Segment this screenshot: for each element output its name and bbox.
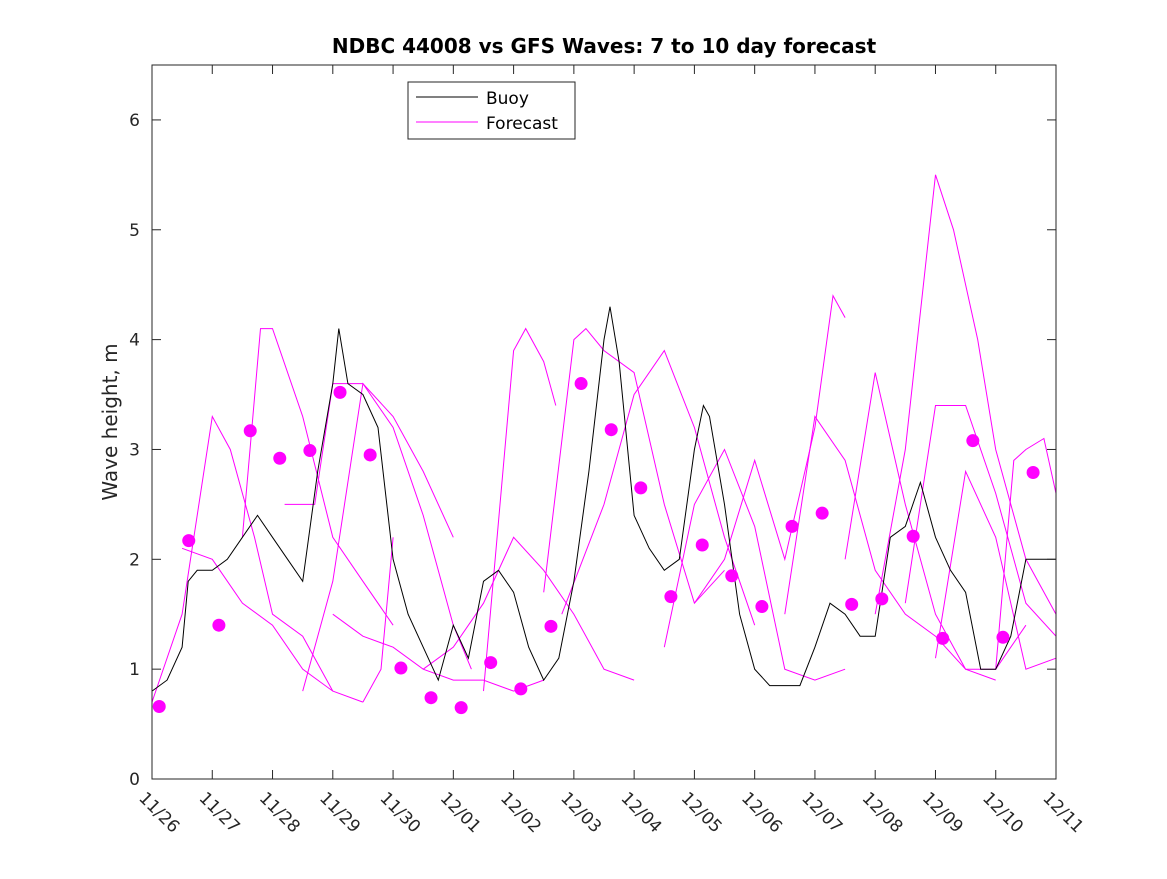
forecast-line-13 — [784, 415, 996, 681]
x-tick-label: 11/29 — [315, 788, 364, 837]
forecast-line-9 — [543, 327, 725, 605]
x-tick-label: 11/28 — [255, 788, 304, 837]
legend-buoy-label: Buoy — [486, 89, 529, 109]
forecast-point-9 — [424, 691, 438, 705]
forecast-point-16 — [634, 481, 648, 495]
forecast-line-12 — [693, 294, 846, 604]
axes-box — [151, 64, 1057, 780]
forecast-point-5 — [303, 444, 317, 458]
y-tick-label: 0 — [129, 770, 140, 790]
forecast-point-10 — [454, 701, 468, 715]
forecast-line-10 — [561, 349, 756, 626]
forecast-line-16 — [904, 405, 1057, 637]
forecast-point-26 — [936, 631, 950, 645]
forecast-point-20 — [755, 600, 769, 614]
x-tick-label: 12/07 — [797, 788, 846, 837]
x-tick-label: 12/11 — [1038, 788, 1087, 837]
forecast-line-1 — [181, 547, 364, 703]
forecast-point-14 — [574, 377, 588, 391]
legend-box — [407, 81, 576, 140]
forecast-point-2 — [212, 618, 226, 632]
forecast-line-2 — [241, 328, 394, 626]
x-tick-label: 11/30 — [376, 788, 425, 837]
forecast-point-18 — [695, 538, 709, 552]
forecast-line-6 — [362, 537, 394, 703]
forecast-point-3 — [243, 424, 257, 438]
forecast-point-25 — [906, 529, 920, 543]
forecast-line-8 — [483, 327, 557, 692]
y-tick-label: 3 — [129, 440, 140, 460]
forecast-point-11 — [484, 656, 498, 670]
x-tick-label: 12/01 — [436, 788, 485, 837]
forecast-line-7 — [422, 536, 635, 681]
y-tick-label: 1 — [129, 660, 140, 680]
forecast-line-4 — [284, 383, 472, 670]
x-tick-label: 11/26 — [134, 788, 183, 837]
x-tick-label: 11/27 — [195, 788, 244, 837]
x-tick-label: 12/04 — [617, 788, 666, 837]
forecast-line-5 — [332, 613, 544, 692]
forecast-point-7 — [363, 448, 377, 462]
forecast-line-15 — [874, 174, 1057, 615]
forecast-line-11 — [663, 448, 846, 681]
forecast-point-6 — [333, 385, 347, 399]
forecast-point-8 — [394, 661, 408, 675]
legend: Buoy Forecast — [407, 81, 576, 140]
x-axis: 11/26 11/27 11/28 11/29 11/30 12/01 12/02 12/03… — [134, 65, 1087, 837]
forecast-line-14 — [844, 372, 1027, 670]
plot-area — [151, 174, 1057, 715]
x-tick-label: 12/06 — [737, 788, 786, 837]
forecast-point-13 — [544, 619, 558, 633]
forecast-point-19 — [725, 569, 739, 583]
chart-title: NDBC 44008 vs GFS Waves: 7 to 10 day for… — [332, 34, 877, 58]
x-tick-label: 12/08 — [858, 788, 907, 837]
forecast-line-17 — [935, 469, 1057, 670]
x-tick-label: 12/10 — [978, 788, 1027, 837]
forecast-point-15 — [604, 423, 618, 437]
forecast-point-23 — [845, 597, 859, 611]
x-tick-label: 12/02 — [496, 788, 545, 837]
y-axis-label: Wave height, m — [98, 343, 122, 500]
forecast-point-29 — [1026, 466, 1040, 480]
y-axis: 0 1 2 3 4 5 6 — [129, 111, 1056, 790]
forecast-point-1 — [182, 534, 196, 548]
forecast-line-3 — [302, 382, 454, 692]
forecast-point-22 — [815, 506, 829, 520]
forecast-line-18 — [995, 437, 1057, 670]
forecast-point-4 — [273, 451, 287, 465]
forecast-point-21 — [785, 519, 799, 533]
x-tick-label: 12/09 — [918, 788, 967, 837]
forecast-line-0 — [151, 414, 334, 703]
y-tick-label: 6 — [129, 111, 140, 131]
x-tick-label: 12/05 — [677, 788, 726, 837]
buoy-line — [151, 306, 1056, 692]
x-tick-label: 12/03 — [556, 788, 605, 837]
legend-forecast-label: Forecast — [486, 114, 558, 134]
forecast-point-0 — [152, 700, 166, 714]
forecast-point-28 — [996, 630, 1010, 644]
y-tick-label: 4 — [129, 331, 140, 351]
y-tick-label: 5 — [129, 221, 140, 241]
forecast-point-17 — [664, 590, 678, 604]
forecast-point-24 — [875, 592, 889, 606]
forecast-point-12 — [514, 682, 528, 696]
y-tick-label: 2 — [129, 550, 140, 570]
forecast-point-27 — [966, 434, 980, 448]
